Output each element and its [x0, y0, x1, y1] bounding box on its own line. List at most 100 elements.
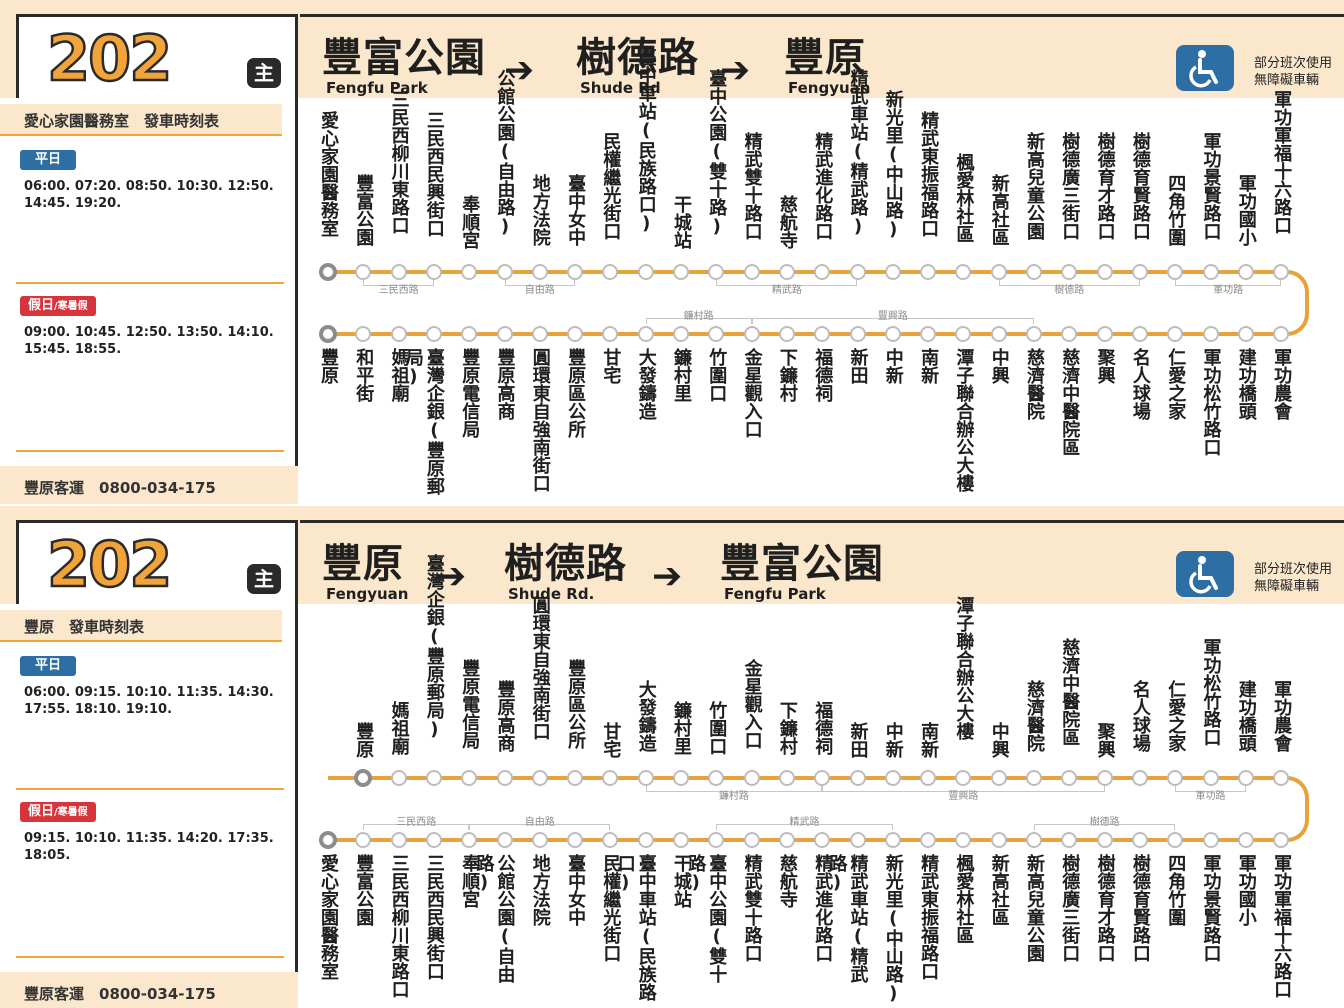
divider — [16, 788, 284, 790]
stop-label: 建功橋頭 — [1235, 680, 1257, 752]
stop-dot — [496, 326, 513, 342]
company-contact: 豐原客運 0800-034-175 — [0, 972, 298, 1008]
wheelchair-icon — [1176, 551, 1234, 597]
road-name: 豐興路 — [948, 791, 979, 802]
stop-dot — [884, 770, 901, 786]
stop-dot — [849, 264, 866, 280]
stop-dot — [708, 264, 725, 280]
stop-dot — [743, 264, 760, 280]
stop-label: 樹德廣三街口 — [1059, 854, 1081, 962]
road-bracket — [363, 280, 434, 286]
stop-label: 精武雙十路口 — [741, 854, 763, 962]
stop-dot — [1026, 770, 1042, 786]
stop-dot — [531, 832, 548, 848]
stop-label: 中興 — [988, 722, 1010, 758]
stop-label: 豐原電信局 — [459, 348, 481, 438]
road-bracket — [822, 786, 1105, 792]
stop-dot — [531, 264, 548, 280]
direction-destination: 豐富公園 Fengfu Park — [720, 541, 884, 603]
stop-label: 慈航寺 — [776, 195, 798, 249]
stop-dot — [602, 770, 619, 786]
stop-dot — [567, 264, 584, 280]
stop-label: 軍功農會 — [1271, 680, 1293, 752]
stop-dot — [425, 832, 442, 848]
stop-dot — [1096, 770, 1113, 786]
stop-dot — [567, 770, 584, 786]
stop-label: 臺中車站(民族路口) — [635, 48, 657, 234]
stop-dot — [1096, 832, 1113, 848]
stop-label: 樹德廣三街口 — [1059, 132, 1081, 240]
stop-label: 干城站 — [671, 854, 692, 908]
stop-label: 圓環東自強南街口 — [529, 348, 551, 492]
stop-dot — [355, 264, 372, 280]
holiday-times: 09:00. 10:45. 12:50. 13:50. 14:10. 15:45… — [24, 325, 274, 357]
stop-dot — [1167, 264, 1184, 280]
road-bracket — [998, 280, 1140, 286]
stop-label: 聚興 — [1094, 722, 1116, 758]
stop-label: 四角竹圍 — [1165, 854, 1187, 926]
road-bracket — [1175, 786, 1246, 792]
road-bracket — [645, 786, 823, 792]
stop-label: 媽祖廟 — [388, 701, 410, 755]
stop-label: 公館公園(自由路) — [494, 69, 516, 237]
stop-label: 地方法院 — [529, 174, 551, 246]
route-number: 202 — [46, 21, 174, 96]
stop-label: 四角竹圍 — [1165, 174, 1187, 246]
stop-label: 慈航寺 — [776, 854, 798, 908]
stop-dot — [602, 832, 619, 848]
stop-label: 軍功國小 — [1235, 854, 1257, 926]
stop-dot — [319, 831, 337, 849]
stop-dot — [496, 770, 513, 786]
stop-label: 豐原高商 — [494, 348, 516, 420]
stop-label: 樹德育賢路口 — [1129, 132, 1151, 240]
stop-label: 臺灣企銀(豐原郵局) — [402, 348, 445, 495]
stop-label: 三民西柳川東路口 — [388, 854, 410, 998]
stop-label: 臺灣企銀(豐原郵局) — [423, 554, 445, 740]
stop-label: 金星觀入口 — [741, 659, 763, 749]
stop-label: 潭子聯合辦公大樓 — [953, 348, 975, 492]
stop-dot — [355, 326, 372, 342]
stop-dot — [1202, 326, 1219, 342]
stop-dot — [1061, 326, 1078, 342]
stop-dot — [637, 770, 654, 786]
stop-label: 臺中女中 — [565, 854, 587, 926]
stop-dot — [990, 264, 1007, 280]
stop-dot — [1167, 832, 1184, 848]
stop-dot — [602, 326, 619, 342]
weekday-times: 06:00. 09:15. 10:10. 11:35. 14:30. 17:55… — [24, 685, 274, 717]
road-name: 樹德路 — [1089, 817, 1120, 828]
stop-dot — [849, 326, 866, 342]
stop-dot — [390, 326, 407, 342]
stop-dot — [743, 326, 760, 342]
stop-label: 干城站 — [671, 195, 692, 249]
stop-label: 楓愛林社區 — [953, 854, 975, 944]
stop-dot — [814, 264, 831, 280]
stop-label: 軍功農會 — [1271, 348, 1293, 420]
stop-dot — [778, 832, 795, 848]
stop-dot — [990, 832, 1007, 848]
stop-dot — [637, 264, 654, 280]
stop-dot — [1131, 832, 1148, 848]
stop-dot — [1026, 264, 1042, 280]
stop-dot — [1167, 770, 1184, 786]
road-name: 軍功路 — [1195, 791, 1226, 802]
stop-dot — [743, 832, 760, 848]
stop-dot — [743, 770, 760, 786]
main-route-badge: 主 — [247, 58, 281, 88]
route-line-turn — [1281, 270, 1310, 336]
stop-dot — [1202, 770, 1219, 786]
stop-dot — [425, 264, 442, 280]
stop-label: 楓愛林社區 — [953, 153, 975, 243]
road-name: 精武路 — [789, 817, 820, 828]
stop-dot — [814, 832, 831, 848]
stop-label: 鐮村里 — [671, 701, 692, 755]
stop-label: 仁愛之家 — [1165, 348, 1187, 420]
stop-dot — [884, 832, 901, 848]
stop-dot — [1026, 832, 1042, 848]
holiday-badge: 假日/寒暑假 — [20, 296, 96, 316]
route-number-box: 202 主 — [16, 520, 298, 604]
stop-dot — [390, 770, 407, 786]
stop-label: 臺中女中 — [565, 174, 587, 246]
stop-dot — [708, 770, 725, 786]
stop-dot — [1202, 264, 1219, 280]
